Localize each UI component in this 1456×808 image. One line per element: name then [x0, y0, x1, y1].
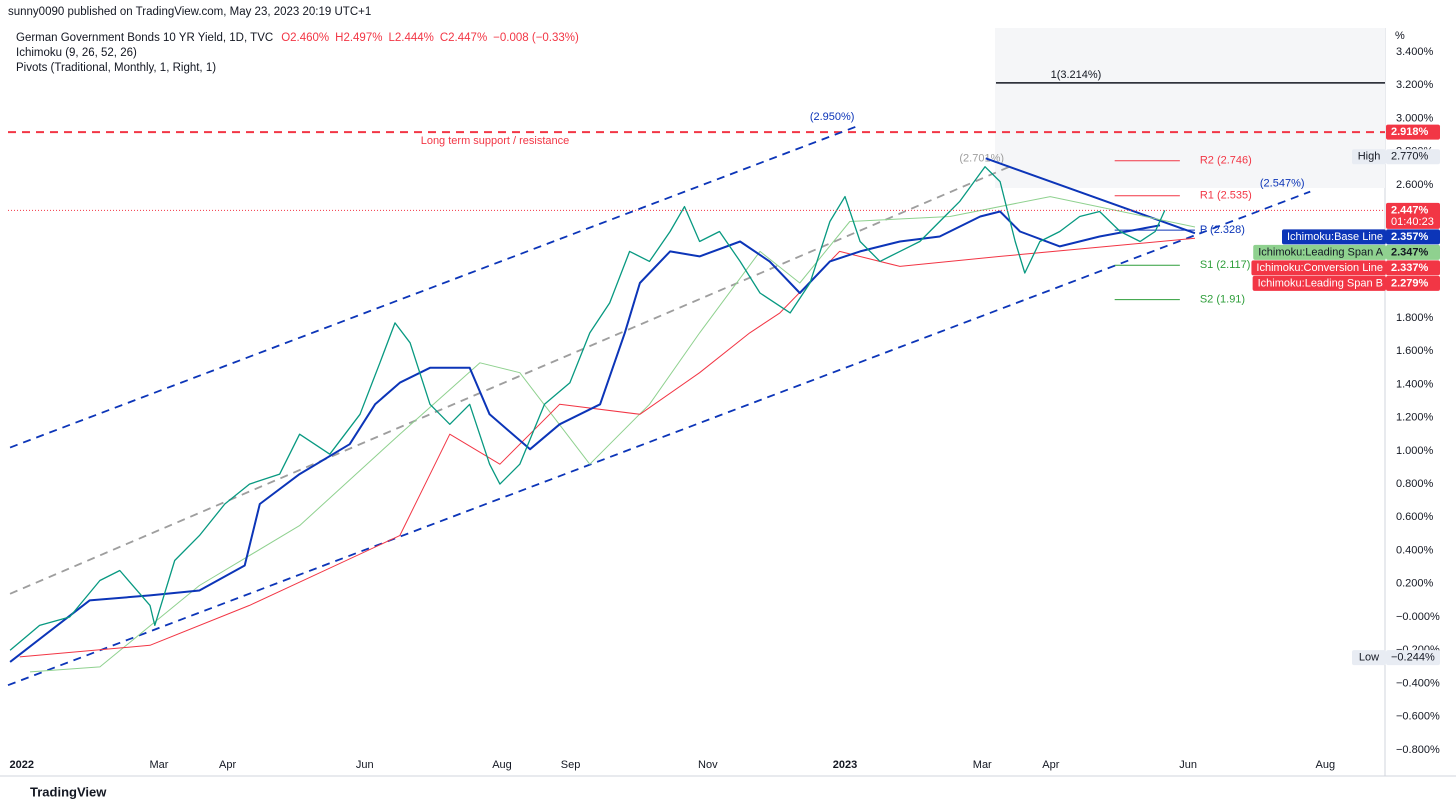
x-tick-label: 2023	[833, 759, 857, 771]
x-tick-label: Mar	[149, 759, 168, 771]
axis-price-label: 2.347%	[1391, 246, 1429, 258]
indicator: Ichimoku (9, 26, 52, 26)	[16, 47, 137, 59]
axis-price-label: 2.357%	[1391, 231, 1429, 243]
x-tick-label: Apr	[219, 759, 236, 771]
x-tick-label: Nov	[698, 759, 718, 771]
indicator-name: Ichimoku:Leading Span A	[1258, 246, 1383, 258]
ohlc-value: C2.447%	[440, 32, 487, 44]
y-tick-label: −0.600%	[1396, 711, 1440, 723]
countdown: 01:40:23	[1391, 216, 1434, 228]
axis-price-label: 2.337%	[1391, 262, 1429, 274]
x-tick-label: Sep	[561, 759, 581, 771]
axis-price-box	[1386, 229, 1440, 245]
axis-price-box	[1386, 260, 1440, 276]
ohlc-value: L2.444%	[388, 32, 433, 44]
x-tick-label: Jun	[1179, 759, 1197, 771]
indicator-name: Ichimoku:Leading Span B	[1258, 277, 1383, 289]
axis-price-label: −0.244%	[1391, 652, 1435, 664]
y-tick-label: 2.600%	[1396, 179, 1434, 191]
y-tick-label: −0.000%	[1396, 611, 1440, 623]
x-tick-label: Jun	[356, 759, 374, 771]
plot: Long term support / resistance 1(3.214%) (…	[7, 69, 1385, 687]
fib-zone	[995, 28, 1385, 188]
pivot-label: S2 (1.91)	[1200, 294, 1245, 306]
pivot-label: R2 (2.746)	[1200, 155, 1252, 167]
y-tick-label: 0.600%	[1396, 511, 1434, 523]
axis-price-box	[1386, 124, 1440, 140]
y-tick-label: −0.400%	[1396, 677, 1440, 689]
ohlc-value: O2.460%	[281, 32, 329, 44]
x-tick-label: Mar	[973, 759, 992, 771]
axis-price-box	[1386, 244, 1440, 260]
footer-brand[interactable]: TradingView	[30, 784, 107, 799]
axis-price-box	[1386, 149, 1440, 165]
extreme-name: High	[1358, 151, 1381, 163]
ohlc-value: H2.497%	[335, 32, 382, 44]
x-tick-label: Aug	[1316, 759, 1336, 771]
axis-price-label: 2.918%	[1391, 126, 1429, 138]
trendline	[9, 165, 1011, 595]
symbol: German Government Bonds 10 YR Yield, 1D,…	[16, 32, 273, 44]
axis-price-label: 2.770%	[1391, 151, 1429, 163]
ohlc-value: −0.008 (−0.33%)	[493, 32, 579, 44]
axis-price-label: 2.279%	[1391, 277, 1429, 289]
trendline-label: (2.547%)	[1260, 178, 1305, 190]
extreme-name: Low	[1359, 652, 1379, 664]
trendline	[9, 124, 861, 449]
indicator: Pivots (Traditional, Monthly, 1, Right, …	[16, 62, 216, 74]
y-tick-label: 3.200%	[1396, 79, 1434, 91]
pivot-label: R1 (2.535)	[1200, 190, 1252, 202]
y-tick-label: 1.600%	[1396, 345, 1434, 357]
extreme-tag	[1352, 149, 1386, 165]
indicator-tag	[1282, 229, 1386, 245]
axis-price-label: 2.447%	[1391, 204, 1429, 216]
pivot-label: S1 (2.117)	[1200, 259, 1251, 271]
pivot-label: P (2.328)	[1200, 224, 1245, 236]
x-tick-label: Apr	[1042, 759, 1059, 771]
y-tick-label: 3.400%	[1396, 46, 1434, 58]
indicator-tag	[1252, 275, 1386, 291]
y-tick-label: 0.200%	[1396, 578, 1434, 590]
y-tick-label: 0.400%	[1396, 544, 1434, 556]
series-line	[9, 210, 1161, 663]
extreme-tag	[1352, 650, 1386, 666]
indicator-tag	[1251, 260, 1386, 276]
publisher: sunny0090 published on TradingView.com, …	[8, 6, 371, 18]
level-note: Long term support / resistance	[421, 135, 570, 147]
y-tick-label: 0.800%	[1396, 478, 1434, 490]
y-tick-label: 1.000%	[1396, 445, 1434, 457]
series-line	[29, 196, 1196, 673]
x-tick-label: 2022	[9, 759, 33, 771]
series-line	[19, 237, 1196, 658]
y-tick-label: 3.000%	[1396, 112, 1434, 124]
axis-price-box	[1386, 275, 1440, 291]
indicator-tag	[1253, 244, 1386, 260]
indicator-name: Ichimoku:Conversion Line	[1256, 262, 1383, 274]
trendline-label: (2.950%)	[810, 111, 855, 123]
y-tick-label: 1.800%	[1396, 312, 1434, 324]
y-tick-label: −0.800%	[1396, 744, 1440, 756]
y-tick-label: 1.400%	[1396, 378, 1434, 390]
indicator-name: Ichimoku:Base Line	[1287, 231, 1383, 243]
axis-price-box	[1386, 650, 1440, 666]
axis-unit: %	[1395, 30, 1405, 42]
axis-price-box	[1386, 202, 1440, 229]
series-line	[9, 166, 1166, 651]
fib-label: 1(3.214%)	[1051, 69, 1102, 81]
y-tick-label: 1.200%	[1396, 412, 1434, 424]
x-tick-label: Aug	[492, 759, 512, 771]
